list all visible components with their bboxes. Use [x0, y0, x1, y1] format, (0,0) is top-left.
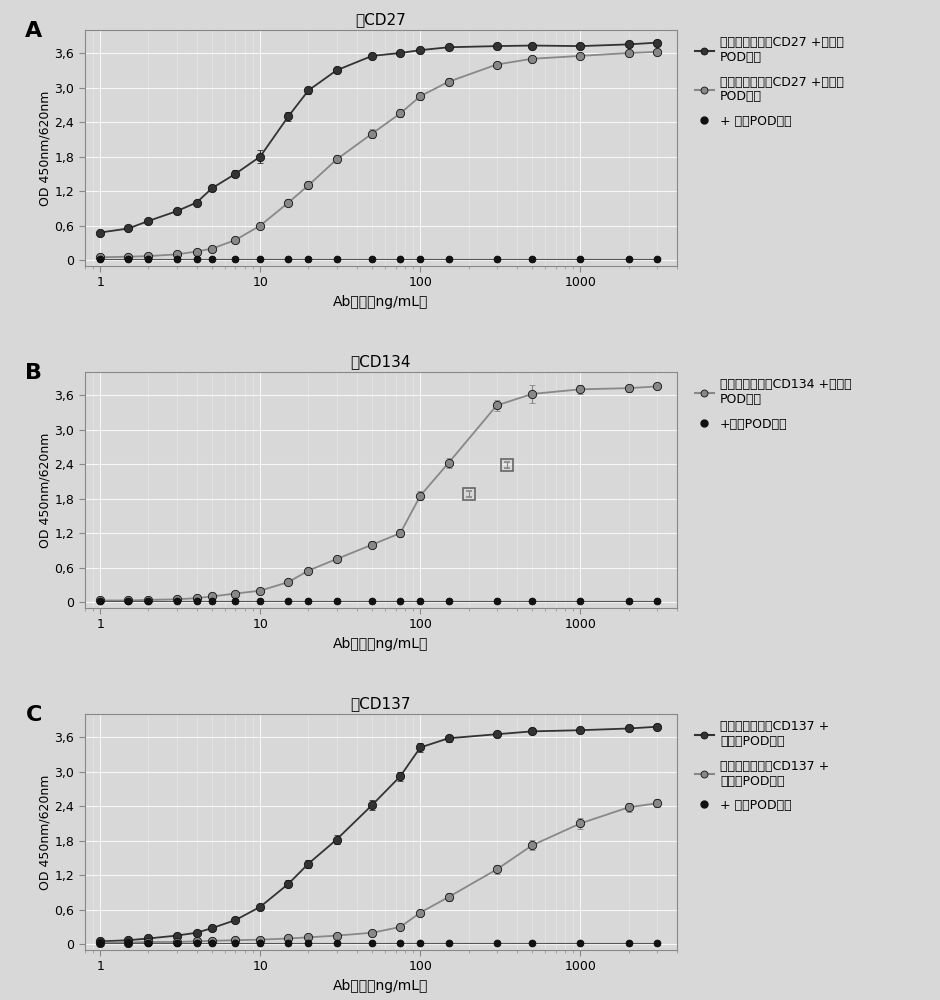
- X-axis label: Ab浓度［ng/mL］: Ab浓度［ng/mL］: [333, 637, 429, 651]
- X-axis label: Ab浓度［ng/mL］: Ab浓度［ng/mL］: [333, 979, 429, 993]
- Y-axis label: OD 450nm/620nm: OD 450nm/620nm: [39, 90, 52, 206]
- Title: 抗CD134: 抗CD134: [351, 354, 411, 369]
- Text: A: A: [25, 21, 42, 41]
- Text: C: C: [25, 705, 41, 725]
- Y-axis label: OD 450nm/620nm: OD 450nm/620nm: [39, 432, 52, 548]
- Legend: 小鼠单克隆抗人CD137 +
抗小鼠POD抗体, 大鼠单克隆抗人CD137 +
抗大鼠POD抗体, + 抗兔POD抗体: 小鼠单克隆抗人CD137 + 抗小鼠POD抗体, 大鼠单克隆抗人CD137 + …: [695, 720, 829, 812]
- X-axis label: Ab浓度［ng/mL］: Ab浓度［ng/mL］: [333, 295, 429, 309]
- Text: B: B: [25, 363, 42, 383]
- Title: 抗CD137: 抗CD137: [351, 697, 411, 712]
- Legend: 仓鼠单克隆抗人CD27 +抗仓鼠
POD抗体, 小鼠单克隆抗人CD27 +抗小鼠
POD抗体, + 抗兔POD抗体: 仓鼠单克隆抗人CD27 +抗仓鼠 POD抗体, 小鼠单克隆抗人CD27 +抗小鼠…: [695, 36, 844, 128]
- Title: 抗CD27: 抗CD27: [355, 12, 406, 27]
- Legend: 小鼠单克隆抗人CD134 +抗小鼠
POD抗体, +抗兔POD抗体: 小鼠单克隆抗人CD134 +抗小鼠 POD抗体, +抗兔POD抗体: [695, 378, 852, 431]
- Y-axis label: OD 450nm/620nm: OD 450nm/620nm: [39, 774, 52, 890]
